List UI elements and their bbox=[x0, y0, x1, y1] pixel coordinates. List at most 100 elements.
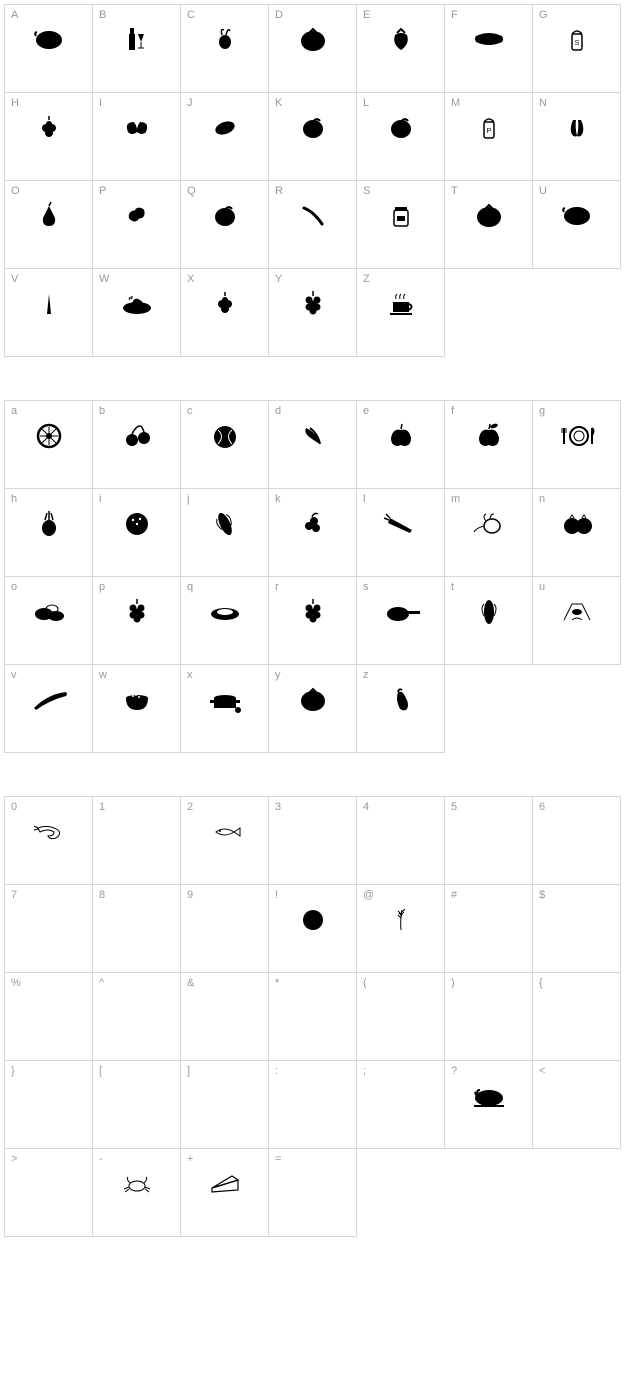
char-cell: # bbox=[444, 884, 533, 973]
char-cell: > bbox=[4, 1148, 93, 1237]
apple-leaf-icon bbox=[445, 415, 532, 455]
char-row: }[]:;?< bbox=[4, 1060, 632, 1148]
char-label: 8 bbox=[99, 889, 105, 901]
char-cell: B bbox=[92, 4, 181, 93]
char-cell: a bbox=[4, 400, 93, 489]
pea-pod-icon bbox=[269, 195, 356, 235]
char-row: ABCDEFGS bbox=[4, 4, 632, 92]
char-label: 7 bbox=[11, 889, 17, 901]
salt-shaker-icon: S bbox=[533, 19, 620, 59]
char-cell: D bbox=[268, 4, 357, 93]
char-label: ( bbox=[363, 977, 367, 989]
jar-icon bbox=[357, 195, 444, 235]
char-cell: R bbox=[268, 180, 357, 269]
char-cell: s bbox=[356, 576, 445, 665]
pretzel-icon bbox=[93, 107, 180, 147]
char-label: } bbox=[11, 1065, 15, 1077]
tomato-2-icon bbox=[269, 679, 356, 719]
char-label: ) bbox=[451, 977, 455, 989]
char-row: HIJKLMPN bbox=[4, 92, 632, 180]
wine-bottle-glass-icon bbox=[93, 19, 180, 59]
char-cell: ; bbox=[356, 1060, 445, 1149]
fish-icon bbox=[181, 811, 268, 851]
char-cell: E bbox=[356, 4, 445, 93]
char-row: VWXYZ bbox=[4, 268, 632, 356]
char-cell: b bbox=[92, 400, 181, 489]
lemon-icon bbox=[5, 19, 92, 59]
grapes-bunch-icon bbox=[93, 591, 180, 631]
turkey-icon bbox=[445, 1075, 532, 1115]
char-cell: f bbox=[444, 400, 533, 489]
char-cell: S bbox=[356, 180, 445, 269]
char-label: 9 bbox=[187, 889, 193, 901]
tomato-icon bbox=[269, 19, 356, 59]
char-cell: k bbox=[268, 488, 357, 577]
char-cell: h bbox=[4, 488, 93, 577]
char-cell: P bbox=[92, 180, 181, 269]
char-label: # bbox=[451, 889, 457, 901]
pear-split-icon bbox=[533, 107, 620, 147]
char-cell: ( bbox=[356, 972, 445, 1061]
char-map-lowercase: abcdefghijklmnopqrstuvwxyz bbox=[4, 400, 632, 752]
berries-icon bbox=[269, 503, 356, 543]
banana-icon bbox=[269, 415, 356, 455]
char-cell: j bbox=[180, 488, 269, 577]
char-label: ^ bbox=[99, 977, 104, 989]
char-cell: $ bbox=[532, 884, 621, 973]
char-cell: V bbox=[4, 268, 93, 357]
char-row: vwxyz bbox=[4, 664, 632, 752]
char-cell: 3 bbox=[268, 796, 357, 885]
roast-chicken-icon bbox=[93, 283, 180, 323]
svg-text:S: S bbox=[574, 40, 579, 47]
char-cell: t bbox=[444, 576, 533, 665]
char-cell: q bbox=[180, 576, 269, 665]
grapes-icon bbox=[269, 283, 356, 323]
char-cell: 0 bbox=[4, 796, 93, 885]
char-label: ] bbox=[187, 1065, 190, 1077]
char-cell: o bbox=[4, 576, 93, 665]
char-cell: < bbox=[532, 1060, 621, 1149]
char-cell: 5 bbox=[444, 796, 533, 885]
strawberry-icon bbox=[357, 19, 444, 59]
char-cell: ! bbox=[268, 884, 357, 973]
char-cell: [ bbox=[92, 1060, 181, 1149]
char-row: >-+= bbox=[4, 1148, 632, 1236]
corn-icon bbox=[445, 591, 532, 631]
cabbage-icon bbox=[181, 415, 268, 455]
char-cell: T bbox=[444, 180, 533, 269]
char-label: { bbox=[539, 977, 543, 989]
char-map-numbers-symbols: 0123456789!@#$%^&*(){}[]:;?<>-+= bbox=[4, 796, 632, 1236]
radish-icon bbox=[181, 19, 268, 59]
char-cell: ) bbox=[444, 972, 533, 1061]
char-cell: 4 bbox=[356, 796, 445, 885]
potatoes-icon bbox=[5, 591, 92, 631]
plum-icon bbox=[269, 107, 356, 147]
potato-icon bbox=[181, 107, 268, 147]
char-cell: U bbox=[532, 180, 621, 269]
peach-icon bbox=[181, 195, 268, 235]
char-label: 4 bbox=[363, 801, 369, 813]
char-row: 789!@#$ bbox=[4, 884, 632, 972]
eggplant-icon bbox=[357, 679, 444, 719]
char-cell: I bbox=[92, 92, 181, 181]
char-cell: + bbox=[180, 1148, 269, 1237]
bowl-icon bbox=[93, 679, 180, 719]
char-cell: H bbox=[4, 92, 93, 181]
char-row: hijklmn bbox=[4, 488, 632, 576]
lemon-2-icon bbox=[533, 195, 620, 235]
char-cell: ? bbox=[444, 1060, 533, 1149]
char-cell: { bbox=[532, 972, 621, 1061]
char-label: < bbox=[539, 1065, 545, 1077]
char-label: = bbox=[275, 1153, 281, 1165]
char-cell: u bbox=[532, 576, 621, 665]
char-cell: 2 bbox=[180, 796, 269, 885]
char-cell: = bbox=[268, 1148, 357, 1237]
char-cell: g bbox=[532, 400, 621, 489]
char-cell: X bbox=[180, 268, 269, 357]
char-label: & bbox=[187, 977, 194, 989]
char-cell: p bbox=[92, 576, 181, 665]
char-row: %^&*(){ bbox=[4, 972, 632, 1060]
char-cell: ^ bbox=[92, 972, 181, 1061]
char-cell: C bbox=[180, 4, 269, 93]
char-cell: Z bbox=[356, 268, 445, 357]
